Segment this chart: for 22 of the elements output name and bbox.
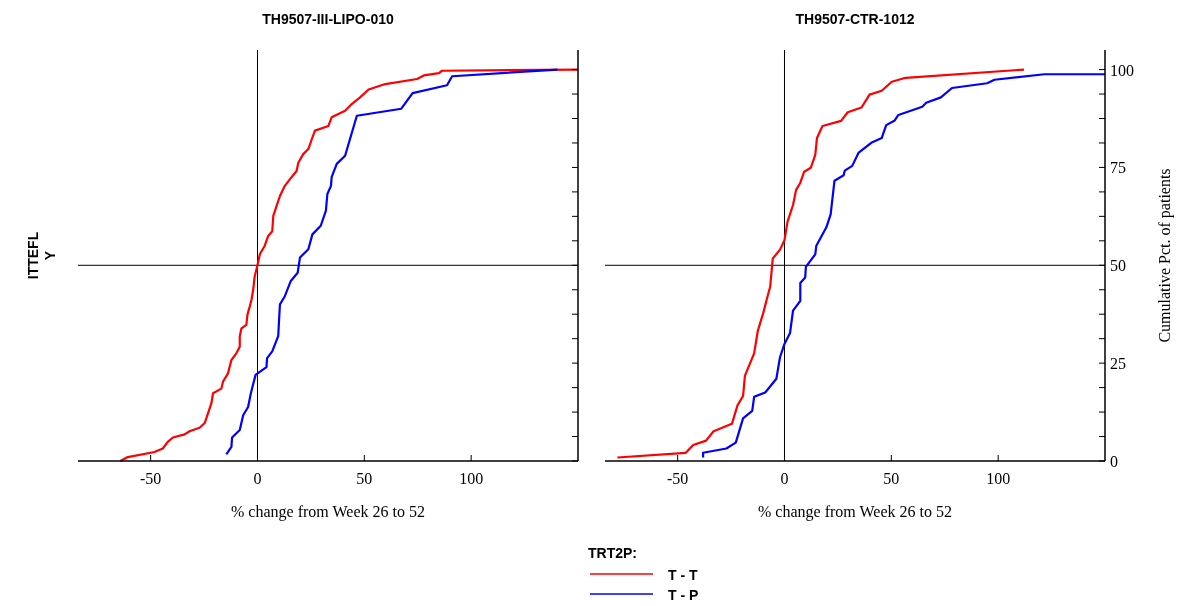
y2-tick-label: 25 [1110,355,1126,373]
legend-label: T - P [668,587,699,603]
chart-title: TH9507-CTR-1012 [795,11,915,27]
y-axis-title: ITTEFL Y [25,231,58,280]
chart-title: TH9507-III-LIPO-010 [262,11,394,27]
x-tick-label: 50 [883,470,900,487]
legend-label: T - T [668,567,698,583]
x-tick-label: 0 [253,470,262,487]
y2-tick-label: 0 [1110,453,1118,470]
x-tick-label: 0 [780,470,789,487]
y2-axis-title: Cumulative Pct. of patients [1156,168,1174,343]
x-tick-label: 100 [986,470,1011,487]
x-axis-title: % change from Week 26 to 52 [758,503,952,521]
x-tick-label: -50 [666,470,689,487]
x-tick-label: 50 [356,470,373,487]
y2-tick-label: 100 [1110,61,1134,79]
y2-tick-label: 50 [1110,257,1126,275]
legend-title: TRT2P: [588,545,637,561]
x-tick-label: -50 [139,470,162,487]
y2-tick-label: 75 [1110,159,1126,177]
x-tick-label: 100 [459,470,484,487]
x-axis-title: % change from Week 26 to 52 [231,503,425,521]
